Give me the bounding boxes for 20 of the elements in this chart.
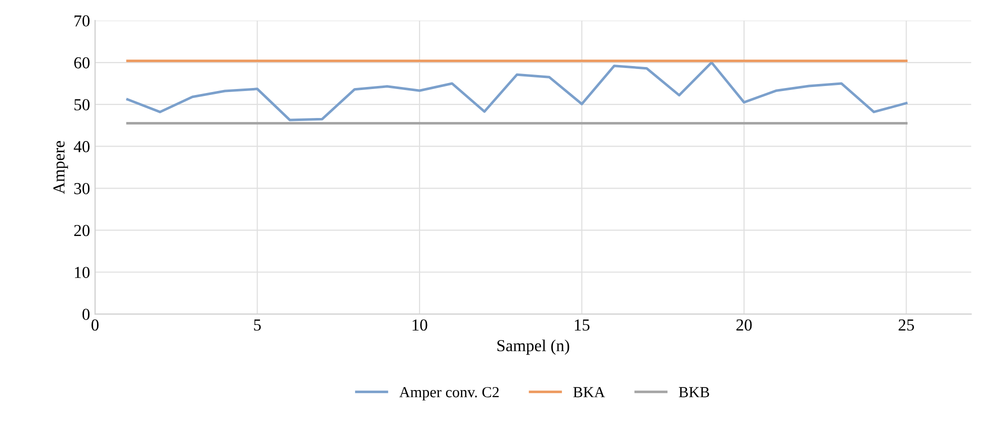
y-tick-label: 20 (74, 224, 90, 236)
legend-label: Amper conv. C2 (399, 387, 499, 400)
y-tick-label: 0 (82, 308, 90, 320)
x-axis-title: Sampel (n) (497, 340, 570, 355)
y-tick-label: 40 (74, 141, 90, 152)
x-tick-label: 20 (736, 319, 752, 331)
x-tick-label: 25 (898, 319, 914, 331)
x-tick-label: 10 (412, 319, 428, 331)
x-tick-label: 0 (92, 319, 99, 331)
y-tick-label: 70 (74, 15, 90, 27)
line-series (126, 61, 908, 122)
y-axis-title: Ampere (53, 141, 68, 194)
y-tick-label: 10 (74, 266, 90, 278)
legend-label: BKA (573, 387, 606, 398)
y-tick-label: 60 (74, 57, 90, 68)
y-tick-label: 30 (74, 182, 90, 194)
x-tick-label: 5 (254, 320, 261, 331)
legend-label: BKB (678, 387, 710, 398)
x-tick-label: 15 (574, 319, 590, 331)
y-tick-label: 50 (74, 99, 90, 110)
